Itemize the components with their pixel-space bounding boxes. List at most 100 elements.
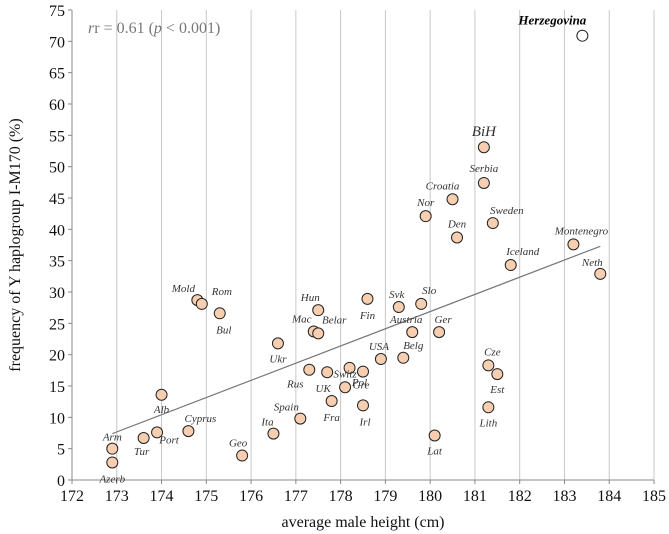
y-tick-label: 30 [49, 285, 65, 302]
data-point-arm [106, 442, 119, 455]
data-point-lith [482, 401, 495, 414]
data-point-uk [321, 366, 334, 379]
point-label-neth: Neth [581, 257, 603, 269]
y-tick-label: 75 [49, 3, 65, 20]
point-label-tur: Tur [134, 446, 150, 458]
data-point-est [491, 368, 504, 381]
data-point-cze [482, 359, 495, 372]
point-label-mold: Mold [171, 283, 196, 295]
point-label-serbia: Serbia [470, 163, 499, 175]
data-point-rus [303, 363, 316, 376]
vertical-gridlines [71, 10, 655, 484]
point-label-irl: Irl [359, 416, 371, 428]
point-label-herzegovina: Herzegovina [517, 13, 586, 28]
data-point-alb [155, 388, 168, 401]
point-label-gre: Gre [353, 380, 370, 392]
data-point-pol [343, 361, 356, 374]
data-point-rom [195, 297, 208, 310]
data-point-herzegovina [576, 29, 589, 42]
x-tick-label: 173 [105, 488, 129, 505]
point-label-rom: Rom [211, 286, 232, 298]
point-label-lith: Lith [478, 417, 497, 429]
point-label-ukr: Ukr [269, 353, 287, 365]
correlation-annotation: rr = 0.61 (p < 0.001) [88, 20, 220, 37]
data-point-hun [312, 304, 325, 317]
data-point-belar [312, 327, 325, 340]
y-tick-label: 25 [49, 316, 65, 333]
data-point-bul [213, 307, 226, 320]
data-point-geo [236, 449, 249, 462]
point-label-mac: Mac [291, 313, 312, 325]
x-tick-labels: 172 173 174 175 176 177 178 179 180 181 182 183 184 1… [60, 488, 666, 505]
y-tick-label: 65 [49, 66, 65, 83]
point-label-austria: Austria [389, 314, 423, 326]
point-label-fin: Fin [359, 310, 376, 322]
point-label-usa: USA [369, 341, 389, 353]
point-label-port: Port [158, 434, 180, 446]
point-label-azerb: Azerb [98, 473, 125, 485]
data-point-den [451, 231, 464, 244]
data-point-cyprus [182, 425, 195, 438]
data-point-neth [594, 267, 607, 280]
point-label-rus: Rus [286, 379, 304, 391]
data-point-lat [428, 429, 441, 442]
data-point-serbia [477, 176, 490, 189]
x-tick-label: 184 [597, 488, 621, 505]
data-point-fra [325, 395, 338, 408]
x-tick-label: 176 [239, 488, 263, 505]
point-label-hun: Hun [300, 292, 320, 304]
x-tick-label: 172 [60, 488, 84, 505]
x-tick-label: 185 [642, 488, 666, 505]
data-point-azerb [106, 456, 119, 469]
y-tick-labels: 0 5 10 15 20 25 30 35 40 45 50 55 60 65 70 75 [49, 3, 72, 490]
point-label-alb: Alb [153, 404, 170, 416]
data-point-belg [397, 351, 410, 364]
data-point-austria [406, 326, 419, 339]
point-label-den: Den [447, 218, 467, 230]
data-point-port [151, 426, 164, 439]
point-label-croatia: Croatia [426, 180, 460, 192]
point-label-bul: Bul [216, 324, 231, 336]
y-tick-label: 55 [49, 128, 65, 145]
point-label-belg: Belg [403, 340, 424, 352]
y-tick-label: 45 [49, 191, 65, 208]
x-tick-label: 174 [150, 488, 174, 505]
y-tick-label: 50 [49, 160, 65, 177]
data-point-gre [357, 365, 369, 378]
data-point-iceland [504, 259, 517, 272]
point-label-cyprus: Cyprus [185, 413, 217, 425]
point-label-fra: Fra [322, 412, 340, 424]
data-point-spain [294, 412, 307, 425]
point-label-slo: Slo [422, 285, 437, 297]
point-label-arm: Arm [102, 432, 122, 444]
point-label-pol: Pol [351, 377, 367, 389]
y-tick-label: 70 [49, 34, 65, 51]
point-label-iceland: Iceland [505, 246, 539, 258]
x-tick-label: 177 [284, 488, 308, 505]
x-tick-label: 181 [463, 488, 487, 505]
y-tick-label: 15 [49, 379, 65, 396]
point-label-cze: Cze [484, 346, 501, 358]
point-label-belar: Belar [322, 314, 347, 326]
y-axis-title: frequency of Y haplogroup I-M170 (%) [7, 118, 24, 371]
y-tick-label: 10 [49, 410, 65, 427]
data-point-nor [419, 210, 432, 223]
data-point-irl [357, 399, 369, 412]
x-tick-label: 183 [552, 488, 576, 505]
y-tick-label: 35 [49, 254, 65, 271]
point-label-sweden: Sweden [490, 205, 524, 217]
y-tick-label: 0 [57, 473, 65, 490]
y-tick-label: 40 [49, 222, 65, 239]
point-label-svk: Svk [389, 289, 405, 301]
data-point-ukr [271, 337, 284, 350]
data-point-montenegro [567, 238, 580, 251]
point-label-est: Est [489, 384, 505, 396]
x-tick-label: 180 [418, 488, 442, 505]
data-point-switz [339, 381, 352, 394]
point-label-montenegro: Montenegro [554, 225, 609, 237]
data-point-bih [477, 141, 490, 154]
data-point-ger [433, 326, 446, 339]
point-label-geo: Geo [229, 438, 248, 450]
y-tick-label: 5 [57, 442, 65, 459]
